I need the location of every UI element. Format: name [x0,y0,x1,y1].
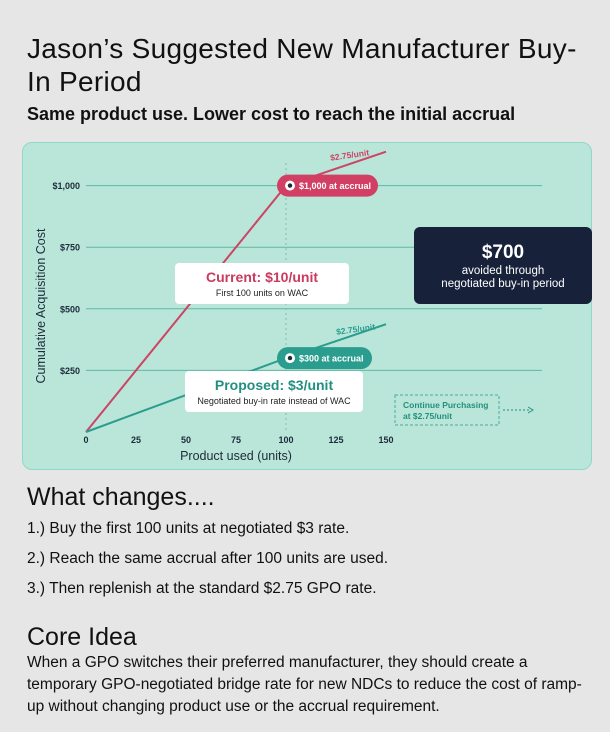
x-axis-title: Product used (units) [180,449,292,463]
continue-arrow-icon [527,406,534,414]
accrual-marker-label: $300 at accrual [299,354,364,364]
page-title: Jason’s Suggested New Manufacturer Buy-I… [27,33,577,97]
y-tick-label: $1,000 [52,181,80,191]
page-subtitle: Same product use. Lower cost to reach th… [27,104,516,124]
current-tail-rate-label: $2.75/unit [329,147,369,162]
continue-line-2: at $2.75/unit [403,411,452,421]
change-step-1: 1.) Buy the first 100 units at negotiate… [27,520,350,537]
proposed-callout-note: Negotiated buy-in rate instead of WAC [197,396,351,406]
proposed-callout-box [185,371,363,412]
x-tick-label: 150 [378,435,393,445]
accrual-marker-label: $1,000 at accrual [299,181,371,191]
current-callout-title: Current: $10/unit [206,269,318,285]
change-step-3: 3.) Then replenish at the standard $2.75… [27,580,377,597]
continue-line-1: Continue Purchasing [403,400,488,410]
savings-line-2: negotiated buy-in period [441,278,564,290]
x-tick-label: 75 [231,435,241,445]
what-changes-heading: What changes.... [27,483,215,511]
continue-box [394,394,500,426]
chart-svg: $250 $500 $750 $1,000 0 25 50 75 100 125 150 Produc… [34,147,592,463]
x-tick-label: 0 [83,435,88,445]
x-tick-label: 25 [131,435,141,445]
x-tick-label: 50 [181,435,191,445]
savings-callout-box [414,227,592,304]
accrual-marker-pill [277,174,378,197]
savings-line-1: avoided through [462,265,544,277]
y-tick-label: $250 [60,366,80,376]
chart-panel: $250 $500 $750 $1,000 0 25 50 75 100 125 150 Produc… [22,142,592,470]
accrual-marker-pill [277,347,372,370]
y-axis-title: Cumulative Acquisition Cost [34,228,48,383]
current-callout-note: First 100 units on WAC [216,288,309,298]
savings-amount: $700 [482,242,524,263]
accrual-marker-dot [287,355,293,361]
y-tick-label: $750 [60,243,80,253]
accrual-marker-dot [287,183,293,188]
proposed-callout-title: Proposed: $3/unit [215,377,334,393]
y-tick-label: $500 [60,304,80,314]
core-idea-text: When a GPO switches their preferred manu… [27,654,582,715]
core-idea-heading: Core Idea [27,623,137,651]
x-tick-label: 100 [278,435,293,445]
change-step-2: 2.) Reach the same accrual after 100 uni… [27,550,389,567]
x-tick-label: 125 [328,435,343,445]
current-callout-box [175,263,349,304]
